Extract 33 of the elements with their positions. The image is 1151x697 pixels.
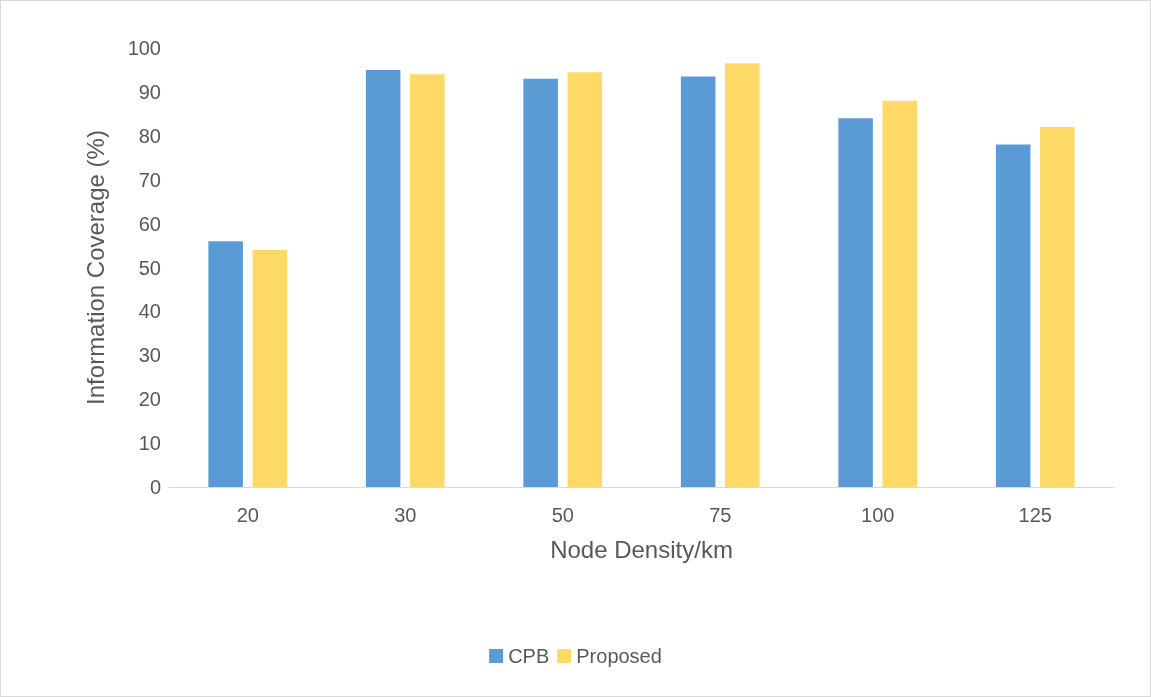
y-tick-label: 30 (138, 344, 161, 367)
y-tick-label: 40 (138, 300, 161, 323)
bar (410, 74, 445, 487)
y-tick-label: 100 (127, 37, 161, 59)
x-tick-label: 50 (551, 504, 574, 526)
bar (252, 249, 288, 487)
y-tick-label: 10 (138, 432, 161, 455)
bar (725, 63, 760, 487)
y-tick-label: 60 (138, 212, 161, 235)
x-tick-label: 20 (236, 504, 259, 526)
bar (838, 118, 873, 487)
bar (995, 144, 1031, 487)
x-tick-label: 75 (709, 504, 732, 526)
x-axis-title: Node Density/km (550, 535, 733, 563)
bar (680, 76, 716, 487)
bar (567, 72, 603, 487)
y-tick-label: 50 (138, 256, 161, 279)
x-tick-label: 30 (394, 504, 417, 526)
y-tick-label: 0 (149, 476, 161, 498)
y-tick-label: 20 (138, 388, 161, 411)
bar (882, 100, 918, 487)
bar (208, 241, 243, 487)
bar (1040, 127, 1075, 487)
y-tick-label: 80 (138, 124, 161, 147)
legend-label: Proposed (576, 645, 662, 667)
y-tick-label: 90 (138, 80, 161, 103)
y-axis-title: Information Coverage (%) (81, 130, 109, 405)
bar (365, 69, 401, 487)
x-tick-label: 125 (1018, 504, 1052, 526)
legend-label: CPB (508, 645, 550, 667)
bar (523, 78, 558, 487)
x-tick-label: 100 (861, 504, 895, 526)
y-tick-label: 70 (138, 168, 161, 191)
